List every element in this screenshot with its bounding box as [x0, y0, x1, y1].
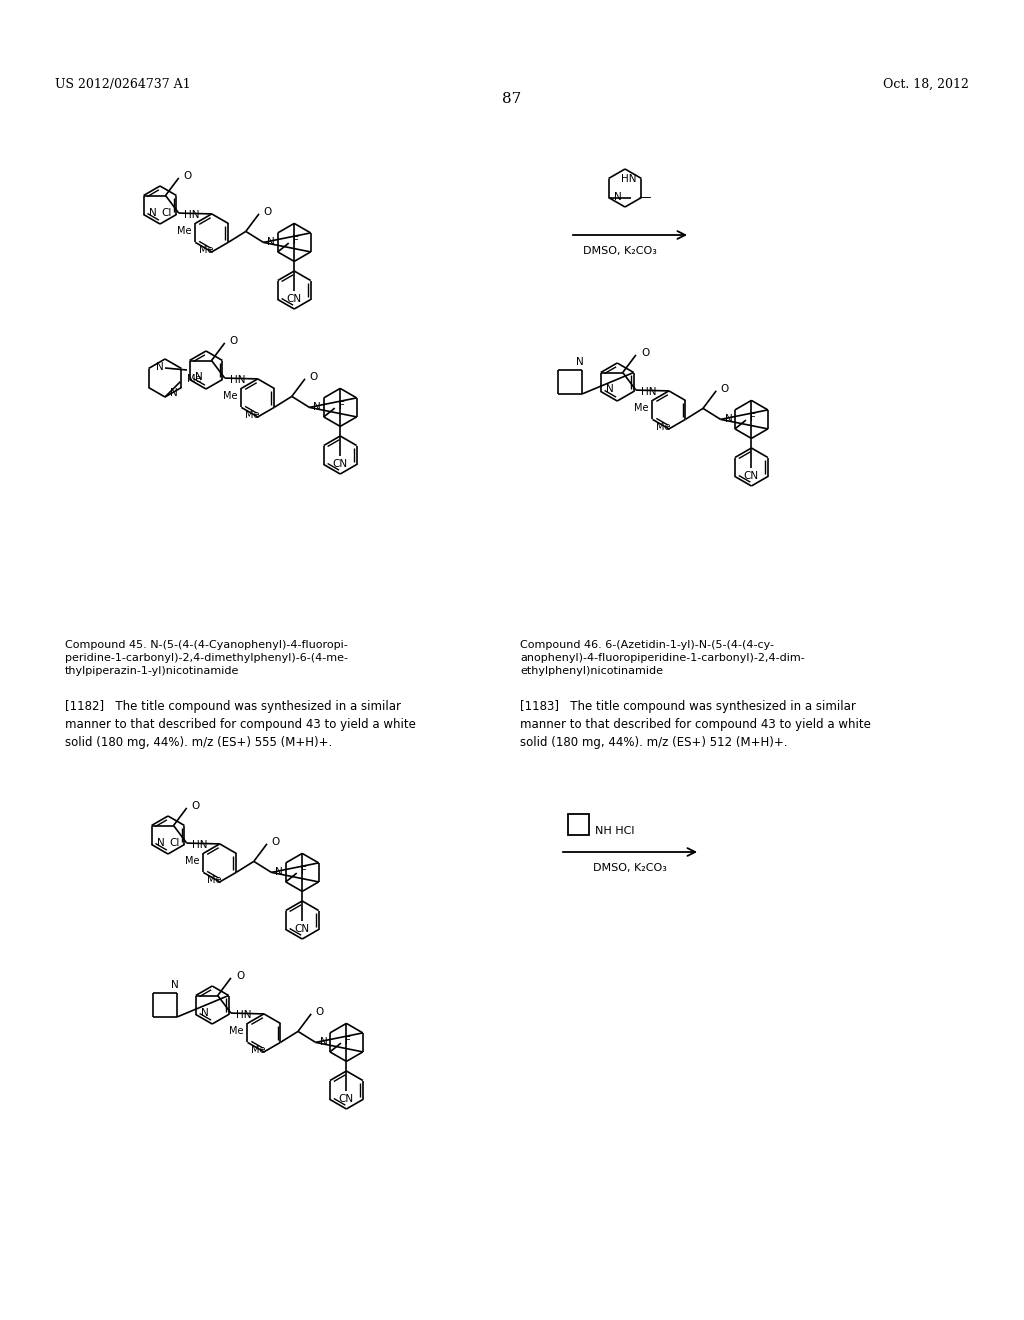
Text: CN: CN — [743, 471, 759, 480]
Text: Compound 46. 6-(Azetidin-1-yl)-N-(5-(4-(4-cy-
anophenyl)-4-fluoropiperidine-1-ca: Compound 46. 6-(Azetidin-1-yl)-N-(5-(4-(… — [520, 640, 805, 676]
Text: O: O — [641, 348, 649, 358]
Text: Oct. 18, 2012: Oct. 18, 2012 — [883, 78, 969, 91]
Text: NH HCl: NH HCl — [595, 825, 635, 836]
Text: O: O — [720, 384, 728, 393]
Text: N: N — [156, 362, 164, 372]
Text: [1183]   The title compound was synthesized in a similar
manner to that describe: [1183] The title compound was synthesize… — [520, 700, 870, 748]
Text: CN: CN — [295, 924, 310, 933]
Text: Compound 45. N-(5-(4-(4-Cyanophenyl)-4-fluoropi-
peridine-1-carbonyl)-2,4-dimeth: Compound 45. N-(5-(4-(4-Cyanophenyl)-4-f… — [65, 640, 348, 676]
Text: O: O — [183, 170, 191, 181]
Text: N: N — [148, 207, 157, 218]
Text: Cl: Cl — [169, 837, 179, 847]
Bar — [568, 814, 589, 836]
Text: US 2012/0264737 A1: US 2012/0264737 A1 — [55, 78, 190, 91]
Text: CN: CN — [339, 1094, 354, 1104]
Text: N: N — [195, 372, 203, 383]
Text: F: F — [345, 1036, 351, 1047]
Text: HN: HN — [236, 1010, 252, 1020]
Text: Me: Me — [187, 374, 202, 384]
Text: O: O — [229, 335, 238, 346]
Text: Me: Me — [656, 422, 671, 433]
Text: O: O — [236, 972, 244, 981]
Text: 87: 87 — [503, 92, 521, 106]
Text: N: N — [725, 414, 732, 425]
Text: Me: Me — [634, 404, 648, 413]
Text: Cl: Cl — [161, 207, 171, 218]
Text: Me: Me — [184, 857, 200, 866]
Text: O: O — [191, 801, 200, 810]
Text: CN: CN — [287, 294, 302, 304]
Text: N: N — [606, 384, 613, 395]
Text: F: F — [301, 866, 306, 876]
Text: Me: Me — [200, 246, 214, 255]
Text: N: N — [319, 1038, 328, 1047]
Text: N: N — [170, 388, 178, 399]
Text: N: N — [577, 356, 584, 367]
Text: F: F — [750, 413, 756, 424]
Text: HN: HN — [621, 173, 637, 183]
Text: N: N — [275, 867, 284, 878]
Text: N: N — [171, 979, 179, 990]
Text: N: N — [613, 193, 622, 202]
Text: N: N — [157, 837, 164, 847]
Text: O: O — [263, 207, 271, 216]
Text: O: O — [315, 1007, 324, 1016]
Text: O: O — [309, 372, 317, 381]
Text: F: F — [293, 236, 299, 246]
Text: Me: Me — [207, 875, 222, 886]
Text: N: N — [313, 403, 322, 412]
Text: HN: HN — [183, 210, 200, 220]
Text: HN: HN — [191, 840, 207, 850]
Text: [1182]   The title compound was synthesized in a similar
manner to that describe: [1182] The title compound was synthesize… — [65, 700, 416, 748]
Text: —: — — [639, 191, 651, 205]
Text: N: N — [201, 1007, 209, 1018]
Text: N: N — [267, 238, 275, 247]
Text: CN: CN — [333, 459, 348, 469]
Text: HN: HN — [641, 387, 656, 397]
Text: Me: Me — [246, 411, 260, 420]
Text: Me: Me — [252, 1045, 266, 1056]
Text: Me: Me — [229, 1027, 244, 1036]
Text: DMSO, K₂CO₃: DMSO, K₂CO₃ — [583, 246, 657, 256]
Text: F: F — [339, 401, 345, 411]
Text: Me: Me — [223, 392, 238, 401]
Text: HN: HN — [229, 375, 245, 385]
Text: O: O — [271, 837, 280, 847]
Text: DMSO, K₂CO₃: DMSO, K₂CO₃ — [593, 863, 667, 873]
Text: Me: Me — [177, 227, 191, 236]
